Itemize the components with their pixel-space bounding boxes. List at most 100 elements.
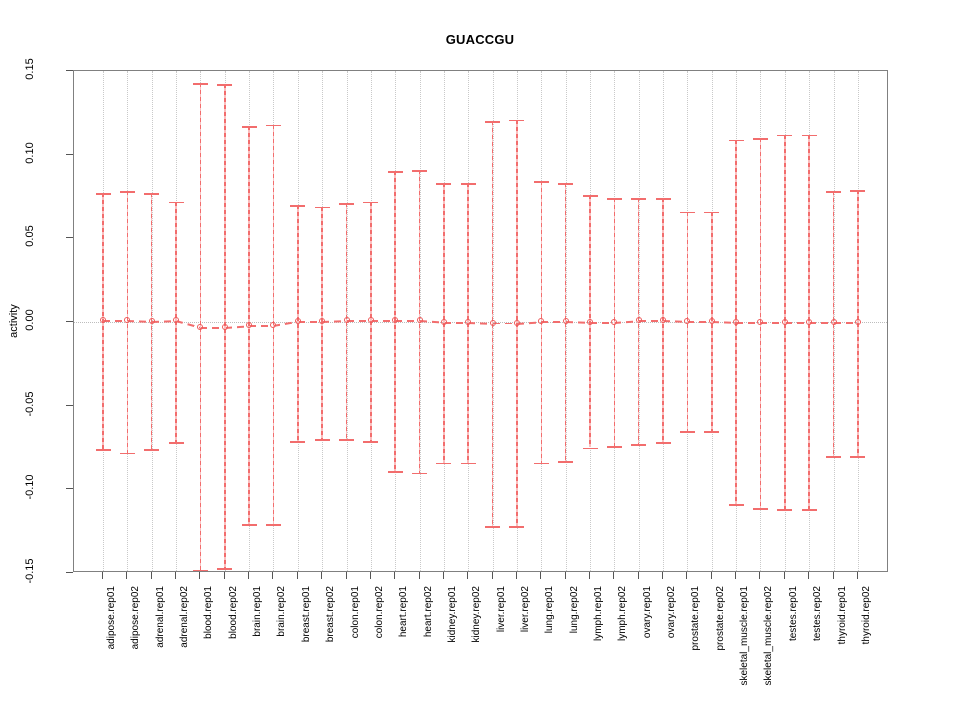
series-connector [784,322,810,324]
series-connector [638,320,664,322]
x-axis-tick-label: lymph.rep02 [617,586,629,642]
series-connector [590,322,615,324]
x-axis-tick [710,572,712,579]
error-bar-cap-lower [314,439,330,441]
y-axis-tick [66,321,73,322]
error-bar-cap-lower [850,455,866,458]
error-bar-cap-upper [119,191,135,194]
error-bar-cap-upper [436,183,452,185]
y-axis-tick-label: -0.15 [24,558,36,584]
error-bar-cap-upper [728,139,744,142]
error-bar-cap-lower [119,452,135,455]
error-bar-cap-upper [217,84,233,87]
x-axis-tick-label: skeletal_muscle.rep02 [763,586,775,686]
x-axis-tick [662,572,664,579]
error-bar-cap-upper [558,183,574,185]
error-bar-cap-lower [752,507,768,510]
x-axis-tick-label: kidney.rep02 [471,586,483,643]
error-bar-cap-lower [192,569,208,572]
x-axis-tick [248,572,250,579]
error-bar-cap-lower [436,462,452,465]
error-bar-cap-lower [265,524,281,527]
x-axis-tick-label: ovary.rep02 [666,586,678,639]
x-axis-tick-label: heart.rep01 [398,586,410,638]
series-connector [541,321,566,323]
x-axis-tick [467,572,469,579]
error-bar-cap-upper [290,204,306,207]
data-point-marker [830,319,837,325]
x-axis-tick-label: skeletal_muscle.rep01 [739,586,751,686]
data-point-marker [660,317,667,324]
data-point-marker [173,317,180,324]
x-axis-tick-label: kidney.rep01 [446,586,458,643]
error-bar-cap-lower [801,509,817,512]
error-bar-cap-lower [655,442,671,445]
data-point-marker [319,318,326,325]
x-axis-tick [199,572,201,579]
series-connector [468,322,493,325]
x-axis-tick-label: prostate.rep01 [690,586,702,651]
x-axis-tick-label: breast.rep02 [325,586,337,643]
error-bar-cap-upper [801,134,817,137]
y-axis-tick [66,153,73,155]
data-point-marker [757,319,764,325]
x-axis-tick [296,572,298,579]
x-axis-tick [272,572,274,579]
error-bar-cap-upper [265,124,281,127]
x-axis-tick-label: brain.rep02 [276,586,288,637]
error-bar-cap-upper [192,82,208,85]
x-axis-tick [637,572,639,579]
error-bar-cap-upper [777,134,793,137]
x-axis-tick [856,572,858,579]
error-bar-cap-upper [533,181,549,184]
x-axis-tick [126,572,128,579]
data-point-marker [611,319,618,325]
data-point-marker [538,318,545,325]
x-axis-tick [564,572,566,579]
x-axis-tick-label: lung.rep01 [544,586,556,634]
data-point-marker [440,319,447,325]
error-bar-cap-lower [679,430,695,433]
x-axis-tick-label: testes.rep02 [812,586,824,642]
x-axis-tick [759,572,761,579]
data-point-marker [246,322,253,329]
x-axis-tick-label: lung.rep02 [568,586,580,634]
error-bar-cap-lower [168,442,184,445]
x-axis-tick-label: ovary.rep01 [641,586,653,639]
error-bar-cap-lower [95,449,111,451]
x-axis-tick-label: colon.rep02 [373,586,385,639]
error-bar-cap-upper [582,194,598,197]
x-axis-tick [783,572,785,579]
x-axis-tick-label: blood.rep01 [203,586,215,639]
y-axis-tick-label: -0.05 [24,391,36,417]
series-connector [249,325,274,327]
error-bar-cap-lower [217,567,233,570]
error-bar-cap-upper [826,191,841,194]
x-axis-tick-label: adrenal.rep01 [154,586,166,648]
x-axis-tick-label: colon.rep01 [349,586,361,639]
error-bar-cap-upper [704,211,720,214]
x-axis-tick [102,572,103,579]
series-connector [103,320,128,322]
x-axis-tick-label: adrenal.rep02 [179,586,191,648]
error-bar-cap-upper [655,198,671,200]
data-point-marker [367,317,374,324]
error-bar-cap-upper [606,198,622,200]
error-bar-cap-upper [752,137,768,140]
x-axis-tick [808,572,810,579]
data-point-marker [806,319,813,325]
error-bar-cap-lower [144,449,160,451]
x-axis-tick [345,572,347,579]
data-point-marker [270,322,277,329]
error-bar-cap-upper [339,203,354,205]
series-connector [687,321,712,323]
data-point-marker [489,319,496,326]
x-axis-tick-label: liver.rep01 [495,586,507,633]
data-point-marker [781,319,788,325]
y-axis-tick [66,237,73,239]
x-axis-tick-label: brain.rep01 [252,586,264,637]
series-connector [370,320,396,322]
error-bar-cap-upper [168,201,184,204]
y-axis-tick-label: 0.10 [24,141,36,164]
